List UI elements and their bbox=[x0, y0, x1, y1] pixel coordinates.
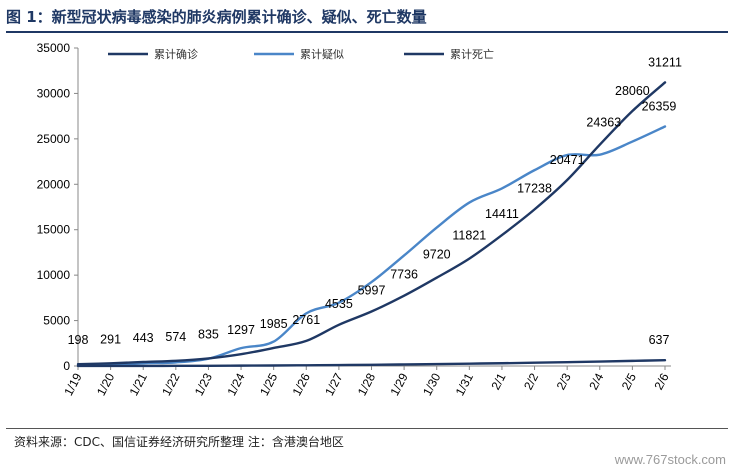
source-note: 资料来源：CDC、国信证券经济研究所整理 注：含港澳台地区 bbox=[14, 435, 344, 449]
y-tick-label: 5000 bbox=[43, 314, 70, 328]
y-tick-label: 10000 bbox=[37, 268, 71, 282]
y-tick-label: 25000 bbox=[37, 132, 71, 146]
data-label-confirmed: 2761 bbox=[292, 313, 320, 327]
legend-label: 累计疑似 bbox=[300, 48, 344, 61]
data-label-confirmed: 9720 bbox=[423, 248, 451, 262]
chart-legend: 累计确诊 累计疑似 累计死亡 bbox=[108, 47, 494, 61]
data-label-confirmed: 574 bbox=[165, 330, 186, 344]
data-label-confirmed: 7736 bbox=[390, 268, 418, 282]
data-label-confirmed: 24363 bbox=[586, 116, 621, 130]
x-tick-label: 1/29 bbox=[387, 371, 410, 398]
series-line-suspected bbox=[76, 125, 667, 367]
data-label-confirmed: 291 bbox=[100, 332, 121, 346]
data-label-confirmed: 1985 bbox=[260, 317, 288, 331]
x-tick-label: 1/23 bbox=[192, 371, 215, 398]
data-label-confirmed: 443 bbox=[133, 331, 154, 345]
data-label-confirmed: 31211 bbox=[648, 55, 682, 69]
data-label-confirmed: 835 bbox=[198, 327, 219, 341]
chart-series bbox=[76, 81, 667, 368]
title-divider bbox=[6, 31, 728, 33]
x-tick-label: 1/27 bbox=[322, 371, 345, 398]
x-tick-label: 1/31 bbox=[453, 371, 476, 398]
data-label-confirmed: 4535 bbox=[325, 297, 353, 311]
y-tick-label: 15000 bbox=[37, 223, 71, 237]
x-tick-label: 2/2 bbox=[521, 371, 541, 393]
source-divider bbox=[6, 428, 728, 429]
data-label-deaths: 637 bbox=[649, 333, 670, 347]
data-label-confirmed: 5997 bbox=[358, 284, 386, 298]
data-label-confirmed: 17238 bbox=[517, 181, 552, 195]
series-line-confirmed bbox=[76, 81, 667, 366]
line-chart: 0 5000 10000 15000 20000 25000 30000 35000 1/19 1… bbox=[37, 41, 682, 398]
x-tick-label: 2/3 bbox=[554, 371, 574, 393]
data-label-suspected: 26359 bbox=[642, 100, 677, 114]
x-tick-label: 2/1 bbox=[488, 371, 508, 393]
x-tick-label: 1/28 bbox=[355, 371, 378, 398]
data-label-confirmed: 198 bbox=[68, 333, 89, 347]
y-tick-label: 0 bbox=[63, 359, 70, 373]
x-tick-label: 1/21 bbox=[127, 371, 150, 398]
x-tick-label: 1/22 bbox=[159, 371, 182, 398]
data-label-confirmed: 1297 bbox=[227, 323, 255, 337]
watermark: www.767stock.com bbox=[614, 452, 726, 467]
chart-data-labels: 198 291 443 574 835 1297 1985 2761 4535 5997 7736 9… bbox=[68, 55, 682, 347]
y-tick-label: 35000 bbox=[37, 41, 71, 55]
x-tick-label: 1/24 bbox=[224, 371, 247, 398]
y-tick-label: 20000 bbox=[37, 177, 71, 191]
x-tick-label: 1/19 bbox=[61, 371, 84, 398]
x-tick-label: 2/6 bbox=[651, 371, 671, 393]
data-label-confirmed: 28060 bbox=[615, 84, 650, 98]
data-label-confirmed: 20471 bbox=[550, 153, 585, 167]
x-tick-label: 1/30 bbox=[420, 371, 443, 398]
x-tick-label: 2/4 bbox=[586, 371, 606, 393]
legend-label: 累计死亡 bbox=[450, 47, 494, 61]
legend-label: 累计确诊 bbox=[154, 47, 198, 61]
chart-title: 图 1：新型冠状病毒感染的肺炎病例累计确诊、疑似、死亡数量 bbox=[6, 8, 427, 26]
x-tick-label: 2/5 bbox=[619, 371, 639, 393]
data-label-confirmed: 11821 bbox=[452, 229, 486, 243]
y-tick-label: 30000 bbox=[37, 86, 71, 100]
x-tick-label: 1/25 bbox=[257, 371, 280, 398]
data-label-confirmed: 14411 bbox=[485, 207, 519, 221]
x-tick-label: 1/20 bbox=[94, 371, 117, 398]
series-line-deaths bbox=[76, 359, 667, 368]
x-tick-label: 1/26 bbox=[290, 371, 313, 398]
